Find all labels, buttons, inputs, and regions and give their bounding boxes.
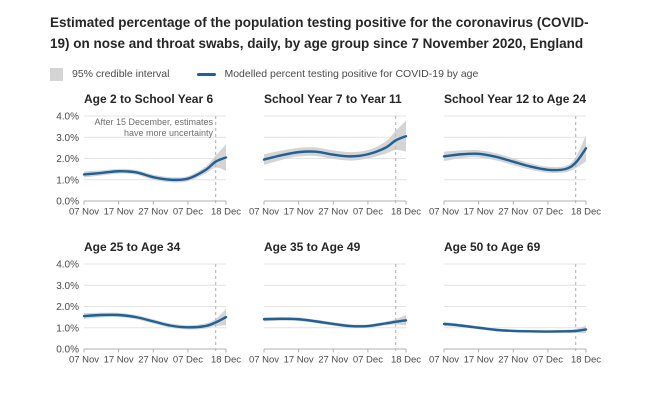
chart-age-35-to-age-49: 07 Nov 17 Nov 27 Nov 07 Dec 18 Dec [249, 260, 421, 365]
legend: 95% credible interval Modelled percent t… [50, 67, 600, 81]
svg-text:27 Nov: 27 Nov [318, 206, 348, 217]
chart-age-2-to-school-year-6: 0.0% 1.0% 2.0% 3.0% 4.0% 07 Nov 17 Nov 27 Nov 07… [50, 111, 241, 217]
svg-text:07 Nov: 07 Nov [429, 206, 459, 217]
panel-title: Age 35 to Age 49 [264, 239, 361, 254]
svg-text:27 Nov: 27 Nov [138, 354, 168, 365]
svg-text:18 Dec: 18 Dec [571, 354, 601, 365]
svg-text:3.0%: 3.0% [56, 132, 79, 143]
panel-title: Age 25 to Age 34 [84, 239, 181, 254]
panel-age-50-to-age-69: Age 50 to Age 69 07 Nov 17 Nov 27 Nov 07 De… [429, 239, 601, 366]
chart-school-year-7-to-year-11: 07 Nov 17 Nov 27 Nov 07 Dec 18 Dec [249, 112, 421, 217]
modelled-line-label: Modelled percent testing positive for CO… [224, 68, 479, 81]
svg-text:0.0%: 0.0% [56, 196, 79, 207]
chart-school-year-12-to-age-24: 07 Nov 17 Nov 27 Nov 07 Dec 18 Dec [429, 112, 601, 217]
svg-text:17 Nov: 17 Nov [464, 354, 494, 365]
panel-title: School Year 7 to Year 11 [264, 91, 402, 106]
svg-text:07 Dec: 07 Dec [173, 354, 203, 365]
svg-text:17 Nov: 17 Nov [104, 206, 134, 217]
svg-text:18 Dec: 18 Dec [211, 354, 241, 365]
panel-title: Age 50 to Age 69 [444, 239, 541, 254]
svg-text:07 Nov: 07 Nov [429, 354, 459, 365]
panel-age-35-to-age-49: Age 35 to Age 49 07 Nov 17 Nov 27 Nov 07 De… [249, 239, 421, 366]
svg-text:07 Dec: 07 Dec [533, 354, 563, 365]
modelled-line-swatch-icon [197, 72, 217, 76]
svg-text:27 Nov: 27 Nov [138, 206, 168, 217]
credible-interval-label: 95% credible interval [72, 68, 170, 81]
svg-text:17 Nov: 17 Nov [104, 354, 134, 365]
svg-text:18 Dec: 18 Dec [571, 206, 601, 217]
svg-text:07 Nov: 07 Nov [69, 206, 99, 217]
svg-text:2.0%: 2.0% [56, 302, 79, 313]
svg-text:17 Nov: 17 Nov [284, 354, 314, 365]
svg-text:17 Nov: 17 Nov [464, 206, 494, 217]
svg-text:18 Dec: 18 Dec [391, 354, 421, 365]
svg-text:27 Nov: 27 Nov [498, 354, 528, 365]
chart-age-25-to-age-34: 0.0% 1.0% 2.0% 3.0% 4.0% 07 Nov 17 Nov 27 Nov 07… [50, 259, 241, 365]
svg-text:07 Dec: 07 Dec [173, 206, 203, 217]
svg-text:1.0%: 1.0% [56, 175, 79, 186]
panel-age-25-to-age-34: Age 25 to Age 34 0.0% 1.0% 2.0% 3.0% 4.0% 07 … [50, 239, 241, 366]
svg-text:18 Dec: 18 Dec [211, 206, 241, 217]
svg-text:07 Nov: 07 Nov [249, 206, 279, 217]
credible-interval-swatch-icon [50, 67, 63, 81]
svg-text:3.0%: 3.0% [56, 280, 79, 291]
panel-school-year-12-to-age-24: School Year 12 to Age 24 07 Nov 17 Nov 27 … [429, 91, 601, 218]
panel-age-2-to-school-year-6: Age 2 to School Year 6 After 15 December… [50, 91, 241, 218]
panel-school-year-7-to-year-11: School Year 7 to Year 11 07 Nov 17 Nov 27 … [249, 91, 421, 218]
svg-text:07 Dec: 07 Dec [353, 206, 383, 217]
panel-title: Age 2 to School Year 6 [84, 91, 214, 106]
page-title: Estimated percentage of the population t… [50, 15, 589, 52]
panel-title: School Year 12 to Age 24 [444, 91, 587, 106]
svg-text:4.0%: 4.0% [56, 259, 79, 270]
chart-age-50-to-age-69: 07 Nov 17 Nov 27 Nov 07 Dec 18 Dec [429, 260, 601, 365]
svg-text:07 Nov: 07 Nov [69, 354, 99, 365]
svg-text:27 Nov: 27 Nov [498, 206, 528, 217]
svg-text:4.0%: 4.0% [56, 111, 79, 122]
svg-text:18 Dec: 18 Dec [391, 206, 421, 217]
svg-text:17 Nov: 17 Nov [284, 206, 314, 217]
svg-text:27 Nov: 27 Nov [318, 354, 348, 365]
svg-text:0.0%: 0.0% [56, 344, 79, 355]
svg-text:07 Dec: 07 Dec [533, 206, 563, 217]
svg-text:2.0%: 2.0% [56, 154, 79, 165]
svg-text:07 Nov: 07 Nov [249, 354, 279, 365]
svg-text:1.0%: 1.0% [56, 323, 79, 334]
uncertainty-annotation: After 15 December, estimates have more u… [94, 116, 213, 139]
svg-text:07 Dec: 07 Dec [353, 354, 383, 365]
page: Estimated percentage of the population t… [50, 15, 601, 366]
small-multiples-grid: Age 2 to School Year 6 After 15 December… [50, 91, 601, 366]
